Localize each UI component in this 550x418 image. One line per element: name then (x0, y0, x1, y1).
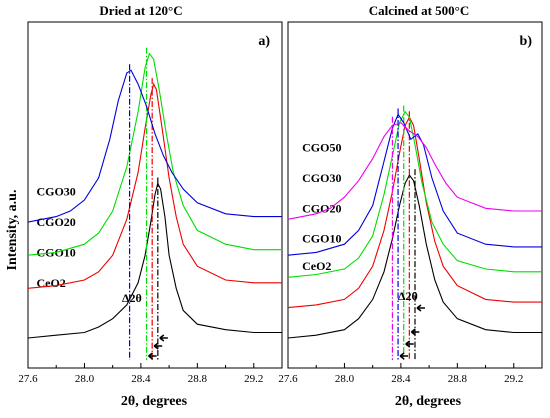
panel-b-x-axis-title: 2θ, degrees (395, 394, 462, 409)
panel-b-plot-layer: 27.6 28.0 28.4 28.8 29.2 CeO2 CGO10 CGO20 CGO30 C… (278, 105, 543, 385)
panel-0-shift-arrow-1 (153, 342, 163, 350)
panel-0-series-CGO10 (27, 82, 282, 289)
panel-0-series-CGO30 (27, 69, 282, 223)
panel-0-shift-arrow-2 (148, 352, 157, 360)
panel-b: Calcined at 500°C b) 27.6 28.0 28.4 28.8 29.… (278, 3, 543, 409)
panel-1-shift-arrow-0 (416, 304, 425, 312)
panel-0-x-tick-label-4: 29.2 (244, 373, 263, 385)
panel-1-shift-arrow-3 (399, 352, 409, 360)
panel-1-series-label-CeO2: CeO2 (302, 259, 331, 273)
panel-a-x-axis-title: 2θ, degrees (121, 394, 188, 409)
panel-0-x-tick-label-1: 28.0 (75, 373, 95, 385)
panel-0-series-CeO2 (27, 181, 282, 339)
panel-a-tag: a) (258, 34, 270, 49)
panel-1-series-label-CGO20: CGO20 (302, 201, 341, 215)
panel-a-plot-frame (27, 21, 283, 369)
panel-0-series-CGO20 (27, 52, 282, 256)
panel-1-shift-arrow-1 (410, 328, 420, 336)
panel-0-x-tick-label-3: 28.8 (188, 373, 208, 385)
panel-a-title: Dried at 120°C (99, 3, 182, 18)
panel-b-title: Calcined at 500°C (369, 3, 470, 18)
panel-0-series-label-CGO20: CGO20 (36, 215, 75, 229)
panel-a-plot-layer: 27.6 28.0 28.4 28.8 29.2CeO2CGO10CGO20CGO30Δ… (18, 47, 283, 385)
panel-0-x-tick-label-0: 27.6 (18, 373, 38, 385)
panel-1-series-label-CGO10: CGO10 (302, 232, 341, 246)
panel-b-plot-frame (287, 21, 543, 369)
panel-0-shift-arrow-0 (159, 334, 168, 342)
panel-0-series-label-CGO30: CGO30 (36, 185, 75, 199)
panel-1-series-CGO30 (287, 113, 542, 256)
panel-0-x-tick-label-2: 28.4 (131, 373, 151, 385)
panel-1-x-tick-label-1: 28.0 (335, 373, 355, 385)
panel-1-x-tick-label-2: 28.4 (391, 373, 411, 385)
panel-a: Dried at 120°C a) 27.6 28.0 28.4 28.8 29.2 Ce… (18, 3, 283, 409)
panel-1-series-label-CGO30: CGO30 (302, 171, 341, 185)
panel-1-series-CGO50 (287, 122, 542, 220)
panel-1-series-CeO2 (287, 174, 542, 339)
panel-1-series-CGO20 (287, 110, 542, 278)
panel-1-x-tick-label-4: 29.2 (504, 373, 523, 385)
panel-b-tag: b) (520, 34, 533, 49)
panel-0-series-label-CeO2: CeO2 (36, 276, 65, 290)
panel-1-series-label-CGO50: CGO50 (302, 141, 341, 155)
panel-1-shift-arrow-2 (405, 340, 414, 348)
panel-1-x-tick-label-0: 27.6 (278, 373, 298, 385)
y-axis-title: Intensity, a.u. (5, 190, 20, 271)
panel-0-delta-annotation: Δ2θ (122, 291, 142, 305)
panel-1-x-tick-label-3: 28.8 (448, 373, 468, 385)
panel-1-delta-annotation: Δ2θ (398, 289, 418, 303)
